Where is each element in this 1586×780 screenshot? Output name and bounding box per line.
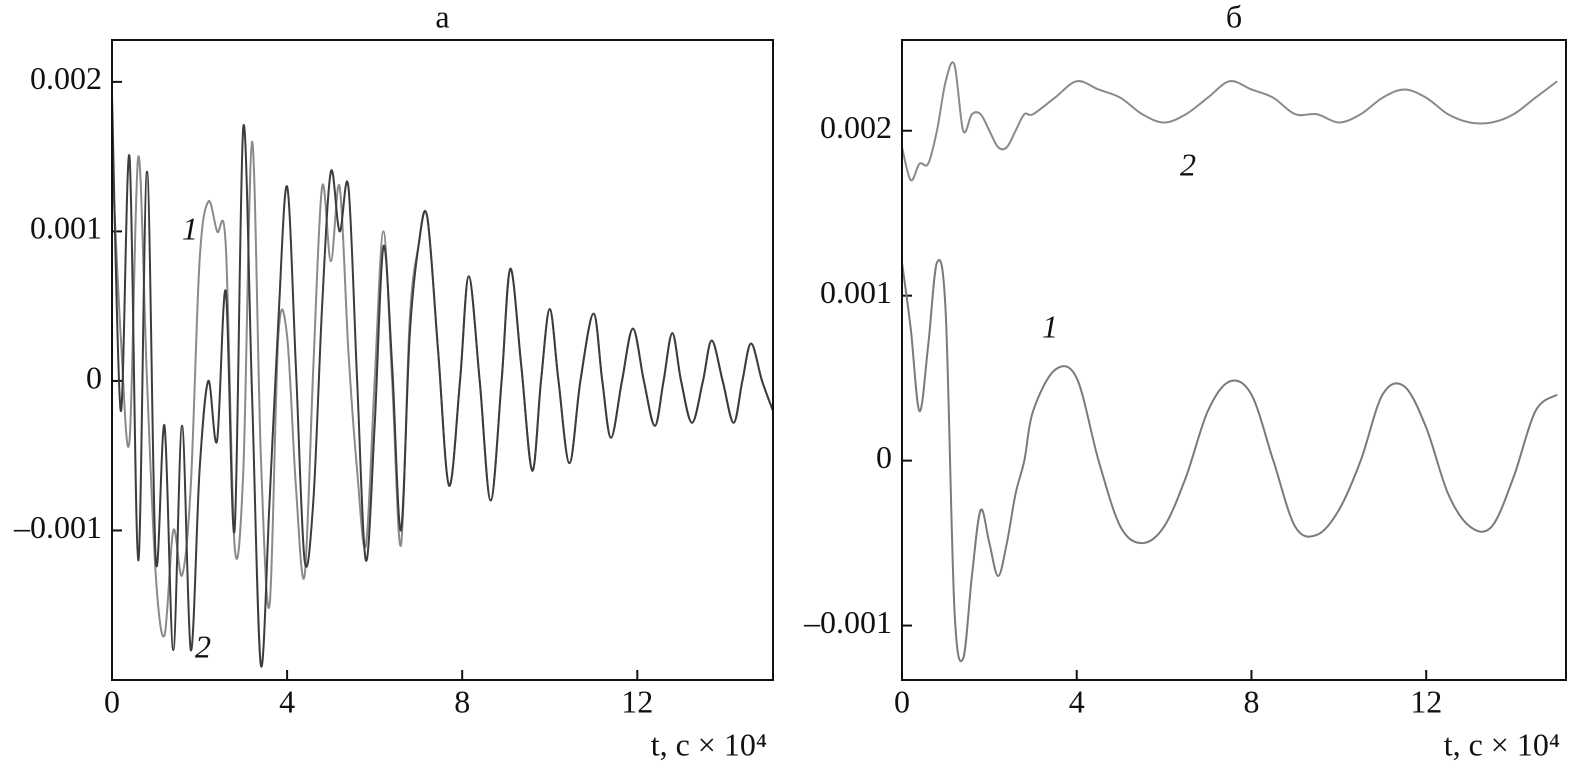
series-label: 2 xyxy=(1180,146,1196,182)
x-axis-label: t, с × 10⁴ xyxy=(651,726,767,762)
x-tick-label: 12 xyxy=(1410,683,1442,719)
plot-frame xyxy=(111,39,774,681)
y-tick-label: 0.002 xyxy=(820,109,892,145)
x-tick-label: 4 xyxy=(279,683,295,719)
y-tick-label: 0 xyxy=(876,439,892,475)
series-label: 2 xyxy=(195,628,211,664)
x-tick-label: 0 xyxy=(104,683,120,719)
x-axis-label: t, с × 10⁴ xyxy=(1444,726,1560,762)
y-tick-label: –0.001 xyxy=(13,509,102,545)
x-tick-label: 12 xyxy=(621,683,653,719)
line-series xyxy=(112,96,773,668)
x-tick-label: 4 xyxy=(1069,683,1085,719)
panel-title: а xyxy=(435,0,449,34)
x-tick-label: 0 xyxy=(894,683,910,719)
x-tick-label: 8 xyxy=(1243,683,1259,719)
plot-frame xyxy=(901,39,1567,681)
y-tick-label: –0.001 xyxy=(803,604,892,640)
line-series xyxy=(902,61,1558,182)
x-tick-label: 8 xyxy=(454,683,470,719)
y-tick-label: 0.001 xyxy=(30,210,102,246)
panel-title: б xyxy=(1226,0,1242,34)
series-label: 1 xyxy=(1042,308,1058,344)
line-series xyxy=(902,259,1558,663)
y-tick-label: 0.002 xyxy=(30,60,102,96)
y-tick-label: 0.001 xyxy=(820,274,892,310)
y-tick-label: 0 xyxy=(86,359,102,395)
series-label: 1 xyxy=(182,210,198,246)
